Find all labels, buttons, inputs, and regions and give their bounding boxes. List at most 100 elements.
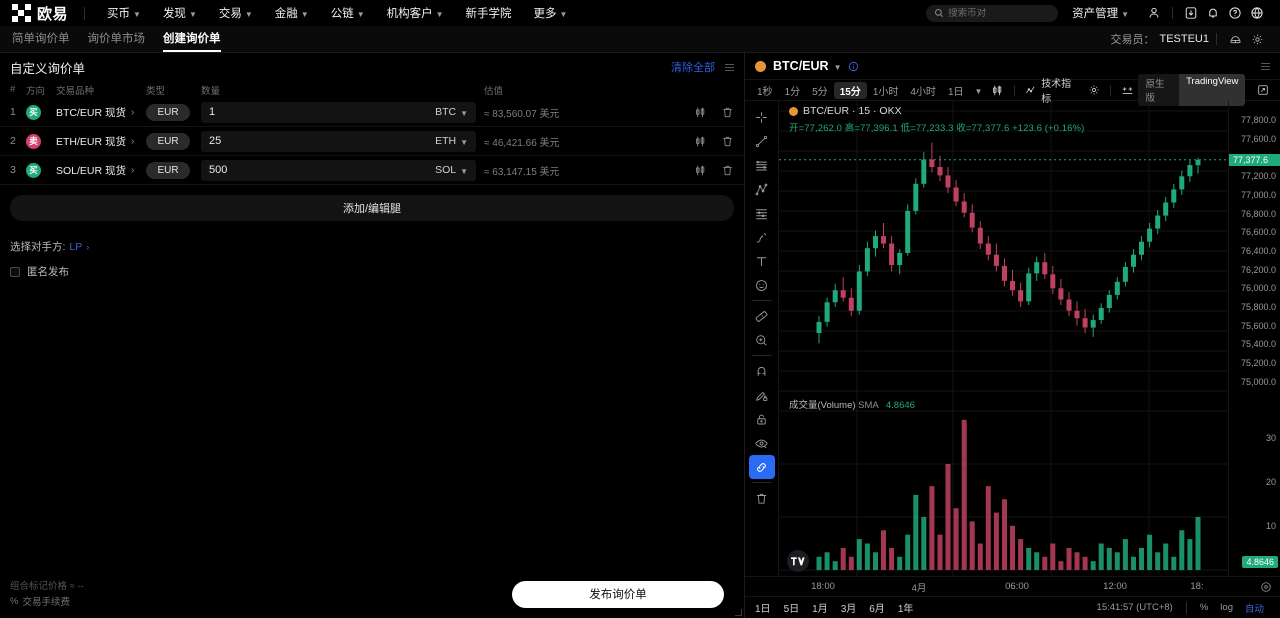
measure-ruler-icon[interactable] bbox=[749, 304, 775, 328]
range-5d[interactable]: 5日 bbox=[783, 604, 800, 615]
row-symbol-selector[interactable]: BTC/EUR 现货 › bbox=[56, 105, 146, 120]
asset-management-menu[interactable]: 资产管理 ▼ bbox=[1072, 5, 1129, 21]
type-pill[interactable]: EUR bbox=[146, 161, 190, 179]
nav-item-institutional[interactable]: 机构客户 ▼ bbox=[376, 5, 455, 21]
horizontal-lines-icon[interactable] bbox=[749, 153, 775, 177]
add-edit-leg-button[interactable]: 添加/编辑腿 bbox=[10, 195, 734, 221]
timeframe-5m[interactable]: 5分 bbox=[812, 86, 828, 98]
type-pill[interactable]: EUR bbox=[146, 103, 190, 121]
time-axis[interactable]: 18:00 4月 06:00 12:00 18: bbox=[745, 576, 1280, 596]
row-direction[interactable]: 买 bbox=[26, 104, 56, 120]
info-icon[interactable] bbox=[848, 61, 859, 72]
row-symbol-selector[interactable]: SOL/EUR 现货 › bbox=[56, 163, 146, 178]
row-symbol-selector[interactable]: ETH/EUR 现货 › bbox=[56, 134, 146, 149]
range-1mo[interactable]: 1月 bbox=[812, 604, 828, 615]
view-native[interactable]: 原生版 bbox=[1145, 79, 1165, 104]
counterparty-value[interactable]: LP bbox=[69, 240, 83, 253]
timeframe-1h[interactable]: 1小时 bbox=[872, 86, 899, 98]
lock-icon[interactable] bbox=[749, 407, 775, 431]
chevron-down-icon[interactable]: ▼ bbox=[833, 62, 842, 72]
range-3mo[interactable]: 3月 bbox=[840, 604, 857, 615]
candlestick-chart-icon[interactable] bbox=[694, 135, 707, 148]
pencil-lock-icon[interactable] bbox=[749, 383, 775, 407]
reset-chart-icon[interactable] bbox=[1260, 581, 1272, 593]
publish-rfq-button[interactable]: 发布询价单 bbox=[512, 580, 724, 608]
helmet-icon[interactable] bbox=[1224, 28, 1246, 50]
chart-type-icon[interactable] bbox=[987, 84, 1008, 97]
emoji-icon[interactable] bbox=[749, 273, 775, 297]
compare-symbol-icon[interactable] bbox=[1117, 84, 1138, 97]
tradingview-logo[interactable] bbox=[787, 550, 809, 572]
quantity-field[interactable]: ETH ▼ bbox=[201, 130, 476, 152]
timeframe-1m[interactable]: 1分 bbox=[784, 86, 801, 98]
price-axis[interactable]: 77,800.0 77,600.0 77,200.0 77,000.0 76,800.0… bbox=[1228, 101, 1280, 576]
anonymous-checkbox[interactable] bbox=[10, 266, 20, 277]
brush-icon[interactable] bbox=[749, 225, 775, 249]
gear-icon[interactable] bbox=[1246, 28, 1268, 50]
candlestick-chart-icon[interactable] bbox=[694, 164, 707, 177]
magnet-icon[interactable] bbox=[749, 359, 775, 383]
panel-resize-handle[interactable] bbox=[735, 609, 742, 616]
chart-settings-icon[interactable] bbox=[1084, 84, 1104, 96]
quantity-field[interactable]: BTC ▼ bbox=[201, 101, 476, 123]
log-scale-button[interactable]: log bbox=[1220, 602, 1233, 613]
indicators-button[interactable]: 技术指标 bbox=[1021, 75, 1084, 105]
zoom-in-icon[interactable] bbox=[749, 328, 775, 352]
globe-icon[interactable] bbox=[1246, 2, 1268, 24]
fullscreen-icon[interactable] bbox=[1252, 79, 1274, 101]
type-pill[interactable]: EUR bbox=[146, 132, 190, 150]
remove-drawings-icon[interactable] bbox=[749, 486, 775, 510]
panel-menu-icon[interactable] bbox=[725, 63, 734, 71]
timeframe-4h[interactable]: 4小时 bbox=[910, 86, 936, 98]
timeframe-15m[interactable]: 15分 bbox=[833, 81, 867, 99]
chevron-right-icon[interactable]: › bbox=[86, 241, 90, 252]
quantity-input[interactable] bbox=[209, 106, 436, 118]
range-1y[interactable]: 1年 bbox=[897, 604, 914, 615]
nav-item-more[interactable]: 更多 ▼ bbox=[523, 5, 579, 21]
nav-item-finance[interactable]: 金融 ▼ bbox=[264, 5, 320, 21]
quantity-unit-selector[interactable]: SOL ▼ bbox=[435, 164, 468, 176]
nav-item-public-chain[interactable]: 公链 ▼ bbox=[320, 5, 376, 21]
quantity-input[interactable] bbox=[209, 164, 436, 176]
auto-scale-button[interactable]: 自动 bbox=[1244, 603, 1264, 615]
okx-logo[interactable]: 欧易 bbox=[12, 3, 68, 24]
delete-row-icon[interactable] bbox=[721, 135, 734, 148]
trend-line-icon[interactable] bbox=[749, 129, 775, 153]
view-tradingview[interactable]: TradingView bbox=[1179, 74, 1246, 106]
tab-simple-rfq[interactable]: 简单询价单 bbox=[12, 30, 70, 52]
clear-all-button[interactable]: 清除全部 bbox=[671, 62, 715, 74]
nav-item-buy-crypto[interactable]: 买币 ▼ bbox=[96, 5, 152, 21]
range-1d[interactable]: 1日 bbox=[755, 604, 771, 615]
quantity-unit-selector[interactable]: BTC ▼ bbox=[435, 106, 468, 118]
tab-create-rfq[interactable]: 创建询价单 bbox=[163, 30, 221, 52]
nav-item-discover[interactable]: 发现 ▼ bbox=[152, 5, 208, 21]
user-icon[interactable] bbox=[1143, 2, 1165, 24]
row-direction[interactable]: 卖 bbox=[26, 133, 56, 149]
quantity-field[interactable]: SOL ▼ bbox=[201, 159, 476, 181]
chart-canvas[interactable]: BTC/EUR · 15 · OKX 开=77,262.0 高=77,396.1… bbox=[779, 101, 1228, 576]
nav-item-academy[interactable]: 新手学院 bbox=[455, 5, 523, 21]
tab-rfq-market[interactable]: 询价单市场 bbox=[88, 30, 146, 52]
fibonacci-icon[interactable] bbox=[749, 201, 775, 225]
direction-badge-buy[interactable]: 买 bbox=[26, 104, 41, 120]
download-icon[interactable] bbox=[1180, 2, 1202, 24]
nav-item-trade[interactable]: 交易 ▼ bbox=[208, 5, 264, 21]
delete-row-icon[interactable] bbox=[721, 106, 734, 119]
bell-icon[interactable] bbox=[1202, 2, 1224, 24]
row-direction[interactable]: 买 bbox=[26, 162, 56, 178]
search-input[interactable] bbox=[948, 7, 1051, 19]
text-tool-icon[interactable] bbox=[749, 249, 775, 273]
crosshair-icon[interactable] bbox=[749, 105, 775, 129]
hide-drawings-icon[interactable] bbox=[749, 431, 775, 455]
timeframe-1s[interactable]: 1秒 bbox=[757, 86, 773, 98]
candlestick-chart-icon[interactable] bbox=[694, 106, 707, 119]
chevron-down-icon[interactable]: ▼ bbox=[974, 86, 983, 96]
search-box[interactable] bbox=[926, 4, 1059, 22]
help-icon[interactable] bbox=[1224, 2, 1246, 24]
direction-badge-buy[interactable]: 买 bbox=[26, 162, 41, 178]
delete-row-icon[interactable] bbox=[721, 164, 734, 177]
quantity-input[interactable] bbox=[209, 135, 436, 147]
chart-menu-icon[interactable] bbox=[1261, 62, 1270, 70]
pitchfork-icon[interactable] bbox=[749, 177, 775, 201]
range-6mo[interactable]: 6月 bbox=[869, 604, 885, 615]
